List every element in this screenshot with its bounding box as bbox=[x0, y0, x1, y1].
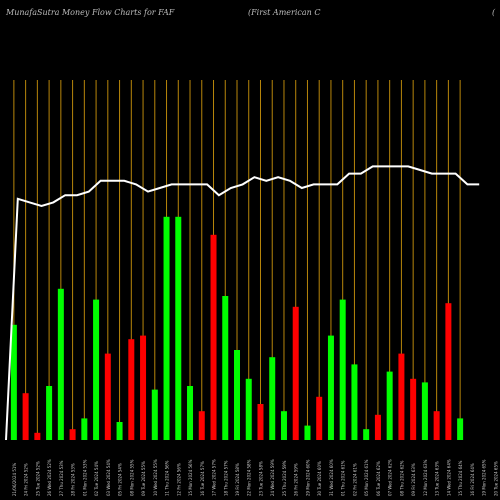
money-flow-bar bbox=[304, 425, 311, 440]
money-flow-bar bbox=[10, 324, 17, 440]
money-flow-bar bbox=[81, 418, 88, 440]
money-flow-bar bbox=[116, 422, 123, 440]
money-flow-bar bbox=[292, 306, 299, 440]
x-tick-label: 20 Tue 2024 65% bbox=[493, 461, 498, 496]
x-tick-label: 28 Fri 2024 53% bbox=[71, 463, 76, 496]
price-line bbox=[5, 165, 480, 441]
money-flow-bar bbox=[280, 411, 287, 440]
money-flow-bar bbox=[175, 216, 182, 440]
x-tick-label: 15 Thu 2024 64% bbox=[458, 460, 463, 496]
x-tick-label: 27 Thu 2024 53% bbox=[59, 460, 64, 496]
money-flow-bar bbox=[34, 432, 41, 440]
x-tick-label: 16 Fri 2024 64% bbox=[470, 463, 475, 496]
x-tick-label: 16 Tue 2024 57% bbox=[200, 461, 205, 496]
money-flow-bar bbox=[433, 411, 440, 440]
money-flow-bars bbox=[10, 216, 464, 440]
x-tick-label: 12 Mon 2024 63% bbox=[423, 459, 428, 496]
money-flow-bar bbox=[140, 335, 147, 440]
money-flow-bar bbox=[128, 339, 135, 440]
money-flow-bar bbox=[151, 389, 158, 440]
x-tick-label: 01 Thu 2024 61% bbox=[341, 460, 346, 496]
money-flow-bar bbox=[210, 234, 217, 440]
x-tick-label: 05 Fri 2024 54% bbox=[118, 463, 123, 496]
x-tick-label: 12 Fri 2024 56% bbox=[176, 463, 181, 496]
money-flow-bar bbox=[363, 429, 370, 440]
money-flow-bar bbox=[234, 350, 240, 440]
x-tick-label: 10 Wed 2024 55% bbox=[153, 459, 158, 496]
money-flow-bar bbox=[22, 393, 29, 440]
x-tick-label: 24 Wed 2024 59% bbox=[270, 459, 275, 496]
chart-title: MunafaSutra Money Flow Charts for FAF bbox=[6, 8, 175, 17]
x-tick-label: 13 Tue 2024 63% bbox=[435, 461, 440, 496]
x-tick-label: 02 Tue 2024 54% bbox=[94, 461, 99, 496]
money-flow-bar bbox=[457, 418, 464, 440]
x-tick-label: 08 Mon 2024 55% bbox=[129, 459, 134, 496]
money-flow-bar bbox=[339, 299, 346, 440]
x-tick-label: 21/06/2024 51% bbox=[12, 463, 17, 496]
chart-subtitle-tail: ( bbox=[492, 8, 496, 17]
x-tick-label: 06 Tue 2024 62% bbox=[376, 461, 381, 496]
x-tick-label: 03 Wed 2024 54% bbox=[106, 459, 111, 496]
money-flow-bar bbox=[421, 382, 428, 440]
x-tick-label: 18 Thu 2024 57% bbox=[223, 460, 228, 496]
money-flow-bar bbox=[327, 335, 334, 440]
x-tick-label: 01 Mon 2024 53% bbox=[82, 459, 87, 496]
money-flow-bar bbox=[222, 296, 229, 440]
money-flow-bar bbox=[187, 386, 194, 440]
price-line-group bbox=[5, 165, 480, 441]
x-tick-label: 09 Fri 2024 63% bbox=[411, 463, 416, 496]
money-flow-bar bbox=[386, 371, 393, 440]
money-flow-bar bbox=[198, 411, 205, 440]
money-flow-bar bbox=[104, 353, 111, 440]
x-tick-label: 25 Thu 2024 59% bbox=[282, 460, 287, 496]
x-tick-label: 25 Tue 2024 52% bbox=[35, 461, 40, 496]
x-tick-label: 29 Mon 2024 60% bbox=[305, 459, 310, 496]
x-tick-label: 14 Wed 2024 64% bbox=[446, 459, 451, 496]
x-tick-label: 05 Mon 2024 61% bbox=[364, 459, 369, 496]
x-tick-label: 11 Thu 2024 56% bbox=[165, 460, 170, 496]
money-flow-bar bbox=[398, 353, 405, 440]
x-tick-label: 17 Wed 2024 57% bbox=[212, 459, 217, 496]
money-flow-bar bbox=[69, 429, 76, 440]
x-tick-label: 31 Wed 2024 60% bbox=[329, 459, 334, 496]
x-tick-label: 09 Tue 2024 55% bbox=[141, 461, 146, 496]
money-flow-bar bbox=[46, 386, 53, 440]
x-tick-label: 19 Mon 2024 65% bbox=[482, 459, 487, 496]
money-flow-bar bbox=[269, 357, 276, 440]
money-flow-bar bbox=[410, 378, 417, 440]
x-tick-label: 19 Fri 2024 58% bbox=[235, 463, 240, 496]
money-flow-bar bbox=[163, 216, 170, 440]
x-axis-labels: 21/06/2024 51% 24 Fri 2024 52% 25 Tue 2024… bbox=[12, 459, 498, 496]
money-flow-bar bbox=[374, 414, 381, 440]
money-flow-bar bbox=[257, 404, 264, 440]
x-tick-label: 30 Tue 2024 60% bbox=[317, 461, 322, 496]
chart-subtitle: (First American C bbox=[248, 8, 321, 17]
money-flow-bar bbox=[351, 364, 358, 440]
x-tick-label: 08 Thu 2024 62% bbox=[399, 460, 404, 496]
x-tick-label: 22 Mon 2024 58% bbox=[247, 459, 252, 496]
x-tick-label: 02 Fri 2024 61% bbox=[352, 463, 357, 496]
x-tick-label: 15 Mon 2024 56% bbox=[188, 459, 193, 496]
x-tick-label: 23 Tue 2024 58% bbox=[258, 461, 263, 496]
x-tick-label: 24 Fri 2024 52% bbox=[24, 463, 29, 496]
x-tick-label: 26 Fri 2024 59% bbox=[294, 463, 299, 496]
money-flow-bar bbox=[57, 288, 64, 440]
money-flow-bar bbox=[445, 303, 452, 440]
money-flow-bar bbox=[93, 299, 100, 440]
x-tick-label: 26 Wed 2024 52% bbox=[47, 459, 52, 496]
money-flow-bar bbox=[316, 396, 323, 440]
money-flow-bar bbox=[245, 378, 252, 440]
x-tick-label: 07 Wed 2024 62% bbox=[388, 459, 393, 496]
